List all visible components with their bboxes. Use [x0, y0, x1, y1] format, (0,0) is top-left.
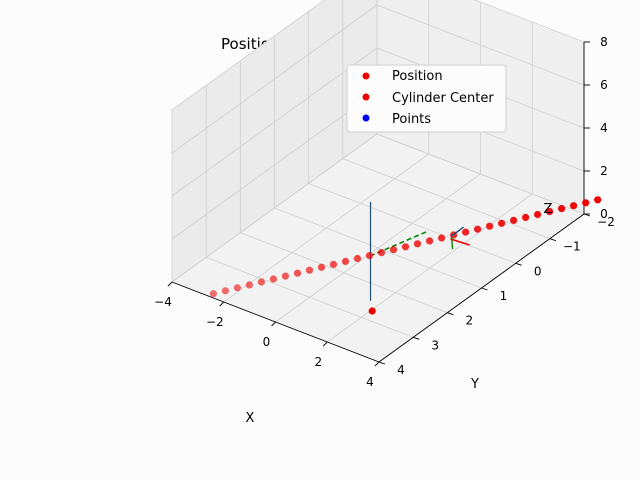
grid-z-left — [171, 133, 378, 283]
x-tick-mark — [374, 361, 380, 367]
y-tick-mark — [447, 312, 454, 316]
legend-marker-cylinder-center — [362, 93, 370, 101]
grid-y-floor — [240, 232, 448, 314]
x-tick-mark — [322, 341, 328, 347]
marker-position — [257, 278, 265, 286]
z-tick-label: 4 — [600, 121, 608, 135]
z-tick-label: 6 — [600, 78, 608, 92]
grid-z-left — [171, 4, 378, 154]
orientation-arrow-blue — [451, 226, 464, 237]
marker-position — [209, 290, 217, 298]
grid-z-back — [376, 133, 585, 215]
data-marks — [209, 196, 602, 315]
marker-position — [317, 263, 326, 271]
marker-position — [570, 202, 578, 210]
y-tick-mark — [413, 336, 420, 340]
y-tick-label: −1 — [563, 240, 581, 254]
y-tick-label: −2 — [597, 215, 615, 229]
marker-position — [245, 281, 253, 289]
marker-position — [522, 213, 530, 221]
marker-cylinder-center — [368, 307, 376, 315]
y-tick-mark — [378, 361, 386, 365]
y-tick-label: 0 — [534, 264, 542, 278]
y-tick-mark — [549, 238, 556, 242]
x-tick-label: 0 — [263, 335, 271, 349]
marker-position — [293, 269, 302, 277]
marker-position — [377, 249, 386, 257]
x-axis-label: X — [246, 411, 255, 426]
marker-position — [269, 275, 277, 283]
grid-z-back — [376, 4, 585, 86]
marker-position — [558, 205, 566, 213]
orientation-arrow-green — [450, 236, 454, 250]
x-tick-label: −2 — [206, 315, 224, 329]
marker-position — [546, 208, 554, 216]
x-tick-mark — [271, 321, 276, 327]
marker-position — [462, 228, 470, 236]
marker-position — [329, 260, 338, 268]
y-tick-mark — [481, 287, 488, 291]
marker-position — [389, 246, 398, 254]
marker-position — [281, 272, 289, 280]
legend-marker-points — [362, 114, 370, 122]
marker-position — [305, 266, 314, 274]
y-tick-label: 2 — [465, 314, 473, 328]
z-tick-label: 0 — [600, 207, 608, 221]
z-tick-label: 8 — [600, 35, 608, 49]
marker-position — [221, 287, 229, 295]
orientation-arrow-red — [450, 238, 470, 246]
marker-position — [474, 225, 482, 233]
marker-position — [509, 216, 518, 224]
marker-position — [365, 252, 374, 260]
marker-position — [498, 219, 506, 227]
y-axis-label: Y — [470, 377, 479, 392]
marker-position — [413, 240, 422, 248]
marker-position — [594, 196, 602, 204]
grid-y-floor — [274, 207, 482, 289]
grid-y-floor — [206, 256, 414, 338]
legend-label-position: Position — [392, 69, 443, 84]
marker-position — [353, 254, 362, 263]
y-tick-label: 3 — [431, 338, 439, 352]
z-tick-label: 2 — [600, 164, 608, 178]
grid-z-left — [171, 90, 378, 240]
legend: Position Cylinder Center Points — [346, 64, 507, 133]
x-tick-label: −4 — [154, 295, 172, 309]
marker-position — [233, 284, 241, 292]
x-tick-label: 4 — [366, 375, 374, 389]
marker-position — [438, 234, 446, 242]
marker-position — [582, 199, 590, 207]
marker-position — [534, 210, 542, 219]
grid-z-left — [171, 47, 378, 197]
legend-label-points: Points — [392, 112, 431, 127]
x-tick-mark — [167, 281, 173, 287]
legend-box — [346, 64, 507, 133]
legend-marker-position — [362, 72, 370, 80]
axis-panes — [172, 0, 584, 362]
marker-position — [486, 222, 494, 230]
y-tick-label: 4 — [397, 363, 405, 377]
marker-position — [426, 237, 434, 245]
y-tick-label: 1 — [500, 289, 508, 303]
z-axis-label: Z — [544, 202, 553, 217]
grid-y-floor — [308, 182, 516, 264]
legend-label-cylinder-center: Cylinder Center — [392, 91, 494, 106]
marker-position — [401, 243, 410, 251]
grid-z-back — [474, 0, 585, 43]
y-tick-mark — [515, 262, 522, 266]
x-tick-label: 2 — [314, 355, 322, 369]
grid-z-left — [171, 0, 326, 111]
grid-y-floor — [342, 158, 550, 240]
x-tick-mark — [219, 301, 225, 307]
marker-position — [341, 257, 350, 265]
